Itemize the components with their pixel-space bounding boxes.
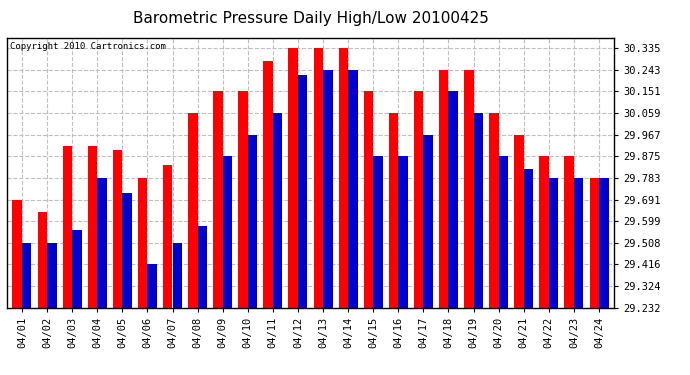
Bar bbox=[238, 92, 248, 308]
Bar bbox=[22, 243, 32, 308]
Bar bbox=[47, 243, 57, 308]
Bar bbox=[197, 226, 207, 308]
Bar bbox=[298, 75, 308, 307]
Bar bbox=[589, 178, 599, 308]
Bar bbox=[473, 113, 483, 308]
Bar bbox=[12, 200, 22, 308]
Bar bbox=[439, 70, 449, 308]
Bar bbox=[122, 193, 132, 308]
Bar bbox=[264, 61, 273, 308]
Bar bbox=[514, 135, 524, 308]
Bar bbox=[599, 178, 609, 308]
Bar bbox=[398, 156, 408, 308]
Bar bbox=[213, 92, 223, 308]
Bar bbox=[63, 146, 72, 308]
Bar bbox=[188, 113, 197, 308]
Bar bbox=[339, 48, 348, 308]
Bar bbox=[373, 156, 383, 308]
Bar bbox=[37, 211, 47, 308]
Text: Copyright 2010 Cartronics.com: Copyright 2010 Cartronics.com bbox=[10, 42, 166, 51]
Bar bbox=[489, 113, 499, 308]
Bar bbox=[138, 178, 148, 308]
Bar bbox=[540, 156, 549, 308]
Bar bbox=[348, 70, 357, 308]
Bar bbox=[112, 150, 122, 308]
Bar bbox=[388, 113, 398, 308]
Bar bbox=[163, 165, 172, 308]
Bar bbox=[448, 92, 458, 308]
Bar bbox=[273, 113, 282, 308]
Bar bbox=[364, 92, 373, 308]
Bar bbox=[148, 264, 157, 308]
Bar bbox=[88, 146, 97, 308]
Bar bbox=[464, 70, 473, 308]
Text: Barometric Pressure Daily High/Low 20100425: Barometric Pressure Daily High/Low 20100… bbox=[132, 11, 489, 26]
Bar bbox=[72, 230, 81, 308]
Bar bbox=[248, 135, 257, 308]
Bar bbox=[223, 156, 233, 308]
Bar bbox=[97, 178, 107, 308]
Bar bbox=[549, 178, 558, 308]
Bar bbox=[288, 48, 298, 308]
Bar bbox=[313, 48, 323, 308]
Bar bbox=[323, 70, 333, 308]
Bar bbox=[524, 169, 533, 308]
Bar bbox=[172, 243, 182, 308]
Bar bbox=[499, 156, 509, 308]
Bar bbox=[574, 178, 584, 308]
Bar bbox=[564, 156, 574, 308]
Bar bbox=[414, 92, 424, 308]
Bar bbox=[424, 135, 433, 308]
